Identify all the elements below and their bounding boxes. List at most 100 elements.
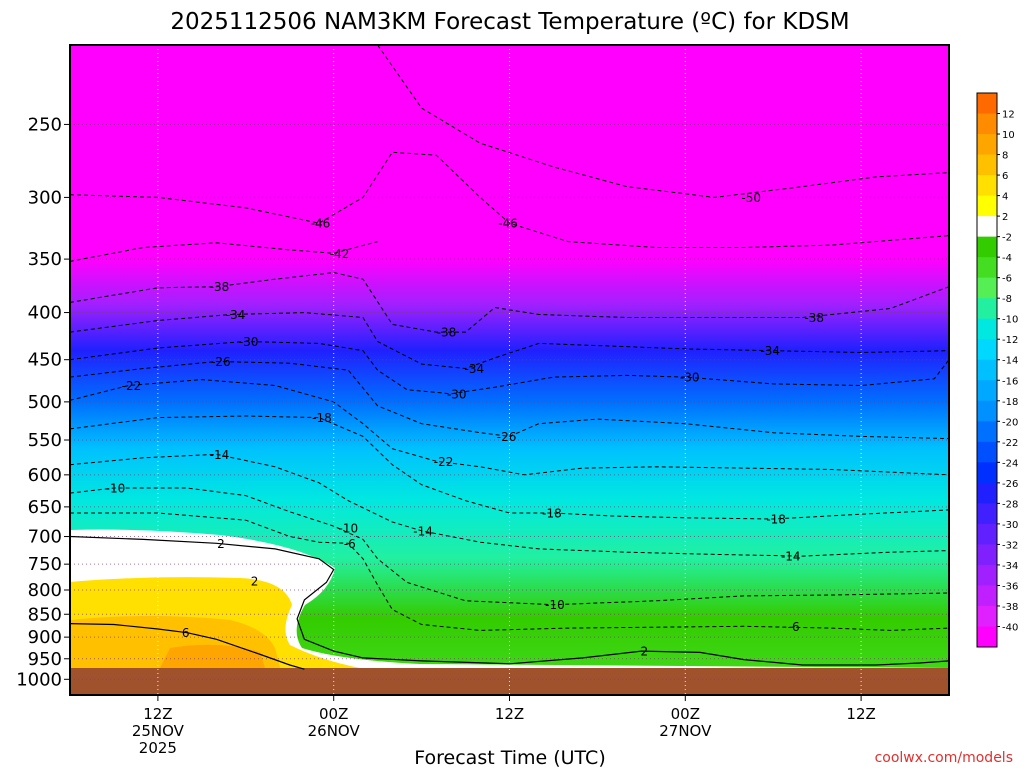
y-tick-label: 700 xyxy=(28,527,62,548)
colorbar-label: -8 xyxy=(1002,294,1012,305)
x-tick-label: 12Z xyxy=(143,705,172,723)
colorbar-swatch xyxy=(977,257,997,279)
colorbar-frame xyxy=(976,92,998,648)
y-tick-label: 650 xyxy=(28,497,62,518)
isotherm-line xyxy=(70,623,305,670)
isotherm-label: -34 xyxy=(760,344,780,358)
isotherm-label: -46 xyxy=(311,217,331,231)
isotherm-label: -50 xyxy=(741,191,761,205)
colorbar-swatch xyxy=(977,277,997,299)
isotherm-label: -42 xyxy=(330,247,350,261)
colorbar-label: 8 xyxy=(1002,151,1008,162)
isotherm-label: -26 xyxy=(211,355,231,369)
y-tick-label: 750 xyxy=(28,554,62,575)
chart-title: 2025112506 NAM3KM Forecast Temperature (… xyxy=(170,9,849,35)
colorbar-label: -22 xyxy=(1002,438,1018,449)
colorbar-swatch xyxy=(977,605,997,627)
x-tick-label: 12Z xyxy=(846,705,875,723)
x-tick-label: 12Z xyxy=(495,705,524,723)
colorbar-label: -6 xyxy=(1002,274,1012,285)
y-tick-label: 450 xyxy=(28,350,62,371)
colorbar-label: -2 xyxy=(1002,233,1012,244)
y-tick-label: 550 xyxy=(28,430,62,451)
colorbar-label: -38 xyxy=(1002,602,1018,613)
colorbar-label: -28 xyxy=(1002,499,1018,510)
isotherm-line xyxy=(70,241,378,262)
y-tick-label: 500 xyxy=(28,392,62,413)
y-tick-label: 950 xyxy=(28,649,62,670)
y-tick-label: 800 xyxy=(28,580,62,601)
colorbar-swatch xyxy=(977,339,997,361)
warm-sector-8-plus xyxy=(160,644,265,668)
colorbar-swatch xyxy=(977,462,997,484)
isotherm-line xyxy=(377,45,949,198)
colorbar-swatch xyxy=(977,503,997,525)
y-tick-label: 600 xyxy=(28,465,62,486)
colorbar-swatch xyxy=(977,400,997,422)
colorbar-swatch xyxy=(977,441,997,463)
colorbar-swatch xyxy=(977,216,997,238)
colorbar: 12 10 8 6 4 2 -2 -4 -6 -8 -10 -12 -14 -16 -18 -20 -22 -24… xyxy=(976,92,1018,648)
colorbar-label: -40 xyxy=(1002,622,1018,633)
colorbar-label: 2 xyxy=(1002,212,1008,223)
isotherm-line xyxy=(70,535,949,666)
isotherm-line xyxy=(70,360,949,440)
colorbar-swatch xyxy=(977,564,997,586)
colorbar-label: -26 xyxy=(1002,479,1018,490)
colorbar-swatch xyxy=(977,380,997,402)
isotherm-line xyxy=(70,453,949,557)
y-tick-label: 300 xyxy=(28,187,62,208)
colorbar-swatch xyxy=(977,359,997,381)
isotherm-label: -18 xyxy=(312,411,332,425)
isotherm-line xyxy=(70,487,949,606)
isotherm-label: -10 xyxy=(339,521,359,535)
isotherm-label: -10 xyxy=(106,481,126,495)
isotherm-label: -18 xyxy=(766,513,786,527)
isotherm-label: -14 xyxy=(210,448,230,462)
isotherm-label: 2 xyxy=(640,645,648,659)
y-tick-label: 250 xyxy=(28,114,62,135)
colorbar-swatch xyxy=(977,154,997,176)
colorbar-label: -16 xyxy=(1002,376,1018,387)
isotherm-label: -30 xyxy=(239,335,259,349)
y-tick-label: 900 xyxy=(28,627,62,648)
colorbar-swatch xyxy=(977,626,997,648)
colorbar-swatch xyxy=(977,585,997,607)
colorbar-swatch xyxy=(977,523,997,545)
colorbar-swatch xyxy=(977,113,997,135)
colorbar-swatch xyxy=(977,175,997,197)
isotherm-label: -30 xyxy=(447,387,467,401)
colorbar-swatch xyxy=(977,195,997,217)
y-tick-label: 350 xyxy=(28,249,62,270)
colorbar-label: -14 xyxy=(1002,356,1018,367)
colorbar-label: -30 xyxy=(1002,520,1018,531)
colorbar-label: -12 xyxy=(1002,335,1018,346)
colorbar-label: 6 xyxy=(1002,171,1008,182)
colorbar-swatch xyxy=(977,318,997,340)
colorbar-swatch xyxy=(977,298,997,320)
isotherm-label: -38 xyxy=(210,280,230,294)
colorbar-label: -24 xyxy=(1002,458,1018,469)
isotherm-line xyxy=(70,379,949,476)
plot-area: -50-46 -46-42-38-38-38-34-34-34-30-30-30-… xyxy=(70,45,949,695)
colorbar-label: -10 xyxy=(1002,315,1018,326)
isotherm-line xyxy=(70,312,949,370)
isotherm-label: 2 xyxy=(217,537,225,551)
y-tick-label: 400 xyxy=(28,303,62,324)
isotherm-label: -22 xyxy=(122,379,142,393)
colorbar-label: -32 xyxy=(1002,540,1018,551)
isotherm-line xyxy=(70,340,949,395)
isotherm-line xyxy=(70,151,949,248)
credit-text: coolwx.com/models xyxy=(875,750,1013,766)
x-tick-label: 26NOV xyxy=(308,722,361,740)
colorbar-swatch xyxy=(977,482,997,504)
colorbar-swatch xyxy=(977,93,997,115)
colorbar-label: -4 xyxy=(1002,253,1012,264)
x-tick-label: 25NOV xyxy=(132,722,185,740)
isotherm-label: -34 xyxy=(465,362,485,376)
colorbar-swatch xyxy=(977,236,997,258)
colorbar-label: 10 xyxy=(1002,130,1015,141)
colorbar-swatch xyxy=(977,421,997,443)
